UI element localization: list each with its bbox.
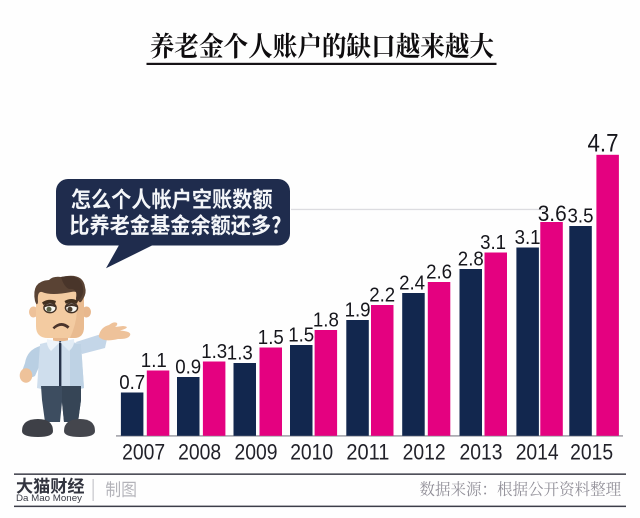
svg-text:1.3: 1.3 bbox=[227, 342, 253, 365]
svg-text:1.9: 1.9 bbox=[345, 299, 371, 322]
svg-text:1.1: 1.1 bbox=[141, 349, 167, 372]
svg-text:2.2: 2.2 bbox=[369, 284, 395, 307]
svg-text:2014: 2014 bbox=[516, 439, 559, 464]
svg-text:3.5: 3.5 bbox=[568, 205, 594, 228]
svg-text:2009: 2009 bbox=[235, 439, 278, 464]
svg-text:1.3: 1.3 bbox=[201, 340, 227, 363]
svg-text:2.8: 2.8 bbox=[458, 248, 484, 271]
svg-text:1.5: 1.5 bbox=[288, 324, 314, 347]
svg-text:2011: 2011 bbox=[346, 439, 389, 464]
svg-text:3.1: 3.1 bbox=[480, 231, 506, 254]
svg-text:2015: 2015 bbox=[570, 439, 613, 464]
svg-text:1.5: 1.5 bbox=[258, 326, 284, 349]
svg-text:2008: 2008 bbox=[178, 439, 221, 464]
svg-text:2.4: 2.4 bbox=[399, 272, 425, 295]
svg-text:1.8: 1.8 bbox=[313, 309, 339, 332]
svg-text:3.1: 3.1 bbox=[515, 226, 541, 249]
svg-text:2013: 2013 bbox=[460, 439, 503, 464]
svg-text:2012: 2012 bbox=[403, 439, 446, 464]
svg-text:2010: 2010 bbox=[290, 439, 333, 464]
svg-text:2.6: 2.6 bbox=[426, 261, 452, 284]
svg-text:0.9: 0.9 bbox=[175, 356, 201, 379]
svg-text:4.7: 4.7 bbox=[588, 129, 619, 157]
svg-text:Da Mao Money: Da Mao Money bbox=[16, 493, 82, 503]
svg-text:3.6: 3.6 bbox=[538, 201, 567, 226]
svg-text:2007: 2007 bbox=[122, 439, 165, 464]
svg-text:0.7: 0.7 bbox=[119, 371, 145, 394]
